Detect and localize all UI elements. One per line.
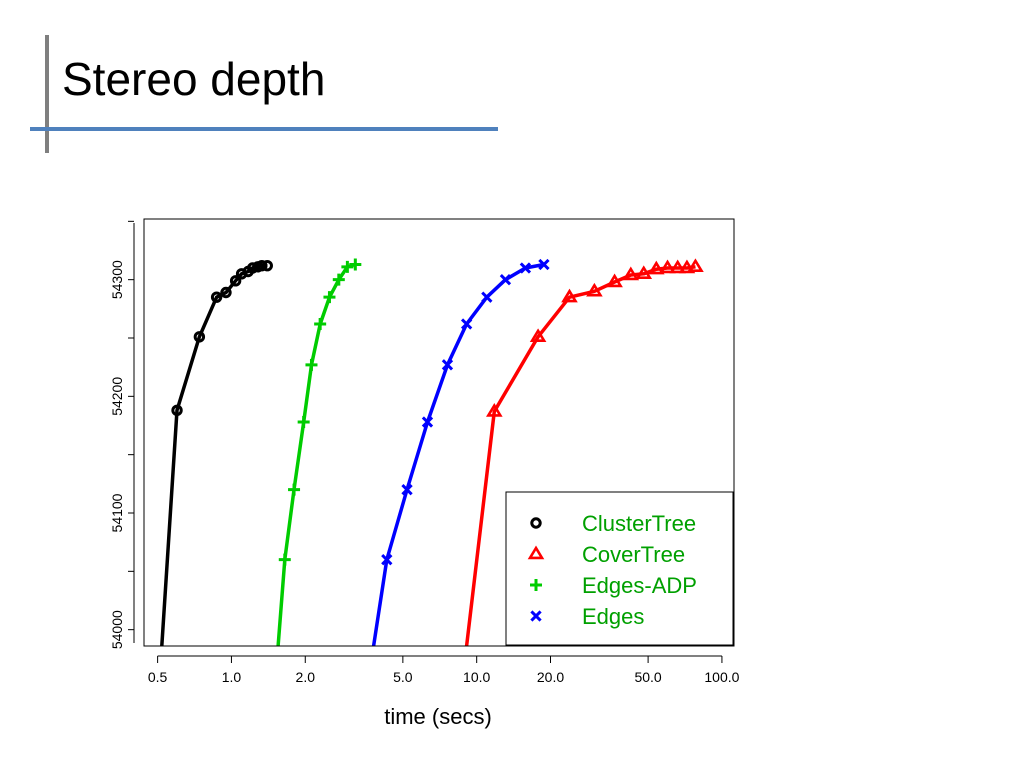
point-edges — [460, 318, 473, 330]
point-edges-adp — [323, 291, 336, 304]
point-covertree — [529, 328, 547, 343]
series-line-edges — [371, 262, 545, 646]
point-covertree — [606, 273, 623, 288]
point-edges-adp — [332, 273, 345, 286]
legend-label-clustertree: ClusterTree — [582, 511, 696, 536]
point-covertree — [635, 265, 653, 280]
point-edges-adp — [341, 260, 354, 273]
series-clustertree — [160, 259, 273, 646]
point-covertree — [659, 259, 676, 274]
legend-marker-covertree — [527, 545, 545, 560]
point-edges-adp — [278, 553, 291, 566]
point-clustertree — [171, 404, 183, 417]
legend-label-covertree: CoverTree — [582, 542, 685, 567]
x-tick-label: 50.0 — [634, 669, 661, 685]
y-tick-label: 54100 — [109, 493, 125, 532]
point-clustertree — [256, 259, 268, 272]
y-tick-label: 54000 — [109, 610, 125, 649]
x-tick-label: 5.0 — [393, 669, 413, 685]
point-edges — [481, 291, 493, 303]
series-edges — [371, 258, 550, 646]
point-clustertree — [193, 331, 206, 343]
x-tick-label: 1.0 — [222, 669, 242, 685]
point-clustertree — [229, 275, 242, 287]
point-edges — [441, 359, 454, 371]
point-covertree — [486, 402, 503, 417]
legend-box — [505, 491, 734, 646]
x-tick-label: 100.0 — [704, 669, 739, 685]
legend-marker-clustertree — [530, 517, 542, 529]
point-covertree — [561, 288, 578, 303]
point-edges — [421, 416, 434, 428]
point-edges-adp — [288, 483, 301, 496]
point-covertree — [586, 282, 603, 297]
legend-label-edges-adp: Edges-ADP — [582, 573, 697, 598]
point-edges — [519, 262, 532, 274]
plot-frame — [143, 218, 735, 647]
legend-marker-edges-adp — [530, 579, 542, 591]
title-underline — [30, 127, 498, 131]
point-edges-adp — [297, 416, 310, 428]
slide-title: Stereo depth — [62, 53, 326, 105]
y-tick-label: 54300 — [109, 260, 125, 299]
point-edges — [538, 258, 550, 271]
series-edges-adp — [276, 258, 362, 646]
point-edges — [381, 554, 393, 566]
point-covertree — [669, 259, 686, 274]
x-tick-label: 2.0 — [296, 669, 316, 685]
point-clustertree — [220, 286, 232, 299]
point-edges-adp — [314, 318, 327, 330]
legend: ClusterTree CoverTree Edges-ADP Edges — [505, 491, 734, 646]
point-edges-adp — [349, 258, 362, 271]
x-tick-label: 0.5 — [148, 669, 168, 685]
series-line-edges-adp — [276, 262, 356, 646]
point-clustertree — [210, 291, 223, 303]
point-edges-adp — [305, 358, 318, 371]
axes-layer: 0.5 1.0 2.0 5.0 10.0 20.0 50.0 100.0 54000 54100 5… — [109, 220, 740, 685]
point-covertree — [647, 260, 665, 275]
point-covertree — [622, 266, 640, 281]
point-clustertree — [261, 259, 273, 272]
x-tick-label: 10.0 — [463, 669, 490, 685]
legend-label-edges: Edges — [582, 604, 644, 629]
legend-marker-edges — [530, 610, 542, 622]
point-edges — [401, 484, 413, 496]
point-covertree — [687, 258, 704, 273]
y-tick-label: 54200 — [109, 377, 125, 416]
x-axis-label: time (secs) — [384, 704, 492, 729]
series-line-clustertree — [160, 263, 268, 646]
plot-layer — [160, 258, 704, 646]
point-covertree — [678, 259, 696, 274]
series-line-covertree — [464, 265, 696, 646]
x-tick-label: 20.0 — [537, 669, 564, 685]
title-accent-vertical — [45, 35, 49, 153]
series-covertree — [464, 258, 704, 646]
point-edges — [499, 274, 512, 286]
